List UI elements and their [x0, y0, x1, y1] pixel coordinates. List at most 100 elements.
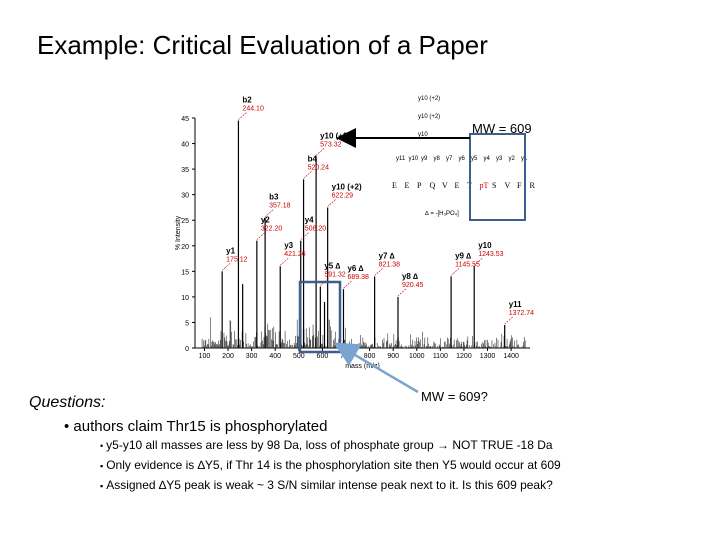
- peak-leader-line: [303, 171, 312, 179]
- x-tick-label: 100: [199, 353, 211, 360]
- peak-leader-line: [504, 316, 513, 325]
- peak-leader-line: [300, 232, 309, 240]
- x-tick-label: 1100: [433, 353, 448, 360]
- peak-mz-label: 622.29: [332, 192, 354, 199]
- bullet-text: Assigned ∆Y5 peak is weak ~ 3 S/N simila…: [106, 478, 553, 492]
- peak-mz-label: 573.32: [320, 141, 342, 148]
- y-tick-label: 45: [181, 116, 189, 123]
- y-tick-label: 5: [185, 320, 189, 327]
- sequence-ion-label: y6: [459, 156, 466, 162]
- peak-ion-label: y6 ∆: [347, 264, 363, 273]
- sequence-ion-label: y4: [484, 156, 491, 162]
- x-tick-label: 300: [246, 353, 258, 360]
- sequence-ion-label: y3: [496, 156, 503, 162]
- highlight-box-609: [298, 280, 342, 354]
- sequence-ion-label: y2: [509, 156, 516, 162]
- y-tick-label: 0: [185, 346, 189, 353]
- claim-text: • authors claim Thr15 is phosphorylated: [64, 418, 328, 435]
- bullet-mark: ▪: [100, 460, 104, 471]
- x-axis-label: mass (m/z): [345, 363, 380, 370]
- sequence-residue: F: [517, 181, 522, 190]
- peak-mz-label: 591.32: [324, 272, 346, 279]
- y-tick-label: 10: [181, 295, 189, 302]
- x-tick-label: 1400: [503, 353, 519, 360]
- peak-mz-label: 920.45: [402, 282, 424, 289]
- bullet-mark: ▪: [100, 480, 104, 491]
- peak-ion-label: b3: [269, 193, 279, 202]
- peak-leader-line: [327, 199, 336, 207]
- x-tick-label: 1300: [480, 353, 496, 360]
- peak-leader-line: [280, 257, 289, 266]
- sequence-top-ion-label: y10 (+2): [418, 96, 440, 102]
- peak-leader-line: [343, 280, 352, 289]
- mw-arrow-bottom: [333, 342, 419, 394]
- bullet-2: ▪ Only evidence is ∆Y5, if Thr 14 is the …: [100, 458, 561, 472]
- peak-mz-label: 357.18: [269, 203, 291, 210]
- peak-mz-label: 1372.74: [509, 310, 534, 317]
- peak-leader-line: [264, 209, 274, 217]
- bullet-text: Only evidence is ∆Y5, if Thr 14 is the p…: [106, 458, 561, 472]
- peak-leader-line: [256, 232, 266, 240]
- peak-ion-label: y11: [509, 300, 522, 309]
- peak-mz-label: 421.26: [284, 251, 306, 258]
- x-tick-label: 800: [364, 353, 376, 360]
- peak-ion-label: y9 ∆: [455, 251, 471, 260]
- neutral-loss-label: ∆ = -[H₃PO₄]: [425, 210, 459, 217]
- peak-leader-line: [397, 288, 407, 297]
- sequence-residue: V: [442, 181, 448, 190]
- slide-title: Example: Critical Evaluation of a Paper: [37, 30, 488, 60]
- questions-label: Questions:: [29, 394, 106, 411]
- peak-mz-label: 1145.55: [455, 261, 480, 268]
- sequence-ion-label: y8: [434, 156, 441, 162]
- sequence-ion-label: y9: [421, 156, 428, 162]
- peak-ion-label: y10 (+2): [332, 182, 362, 191]
- peak-mz-label: 322.20: [261, 226, 283, 233]
- peak-ion-label: y5 ∆: [324, 262, 340, 271]
- peak-ion-label: y10 (+2): [320, 131, 350, 140]
- peak-mz-label: 244.10: [242, 106, 264, 113]
- y-tick-label: 20: [181, 244, 189, 251]
- sequence-residue: E: [405, 181, 410, 190]
- peak-leader-line: [315, 148, 325, 156]
- peak-ion-label: y2: [261, 216, 270, 225]
- y-tick-label: 35: [181, 167, 189, 174]
- peak-ion-label: y8 ∆: [402, 272, 418, 281]
- peak-mz-label: 821.38: [379, 261, 401, 268]
- peak-leader-line: [450, 268, 460, 276]
- sequence-ion-label: y11: [396, 156, 406, 162]
- sequence-residue: E: [455, 181, 460, 190]
- peak-leader-line: [320, 278, 329, 286]
- y-tick-label: 30: [181, 193, 189, 200]
- peak-ion-label: y7 ∆: [379, 251, 395, 260]
- sequence-top-ion-label: y10 (+2): [418, 114, 440, 120]
- peak-mz-label: 689.38: [347, 274, 369, 281]
- peak-ion-label: b4: [308, 154, 318, 163]
- peak-leader-line: [221, 263, 231, 271]
- sequence-ion-label: y5: [471, 156, 478, 162]
- bullet-1: • y5-y10 all masses are less by 98 Da, lo…: [100, 438, 553, 452]
- sequence-ion-label: y10: [409, 156, 419, 162]
- bullet-3: ▪ Assigned ∆Y5 peak is weak ~ 3 S/N simil…: [100, 478, 553, 492]
- bullet-text: y5-y10 all masses are less by 98 Da, los…: [106, 438, 553, 452]
- peak-ion-label: b2: [242, 96, 252, 105]
- y-tick-label: 25: [181, 218, 189, 225]
- x-tick-label: 900: [387, 353, 399, 360]
- peak-ion-label: y1: [226, 246, 235, 255]
- bullet-mark: •: [100, 440, 104, 451]
- x-tick-label: 600: [317, 353, 329, 360]
- peak-ion-label: y4: [305, 216, 314, 225]
- peak-leader-line: [474, 257, 483, 266]
- sequence-residue: R: [530, 181, 536, 190]
- x-tick-label: 1000: [409, 353, 425, 360]
- sequence-residue: E: [392, 181, 397, 190]
- sequence-residue: V: [505, 181, 511, 190]
- mw-label-bottom: MW = 609?: [421, 389, 488, 404]
- x-tick-label: 400: [269, 353, 281, 360]
- peak-ion-label: y10: [478, 241, 492, 250]
- peak-mz-label: 1243.53: [478, 251, 503, 258]
- peak-ion-label: y3: [284, 241, 293, 250]
- y-tick-label: 15: [181, 269, 189, 276]
- y-axis-label: % Intensity: [175, 215, 182, 250]
- peak-leader-line: [374, 268, 383, 276]
